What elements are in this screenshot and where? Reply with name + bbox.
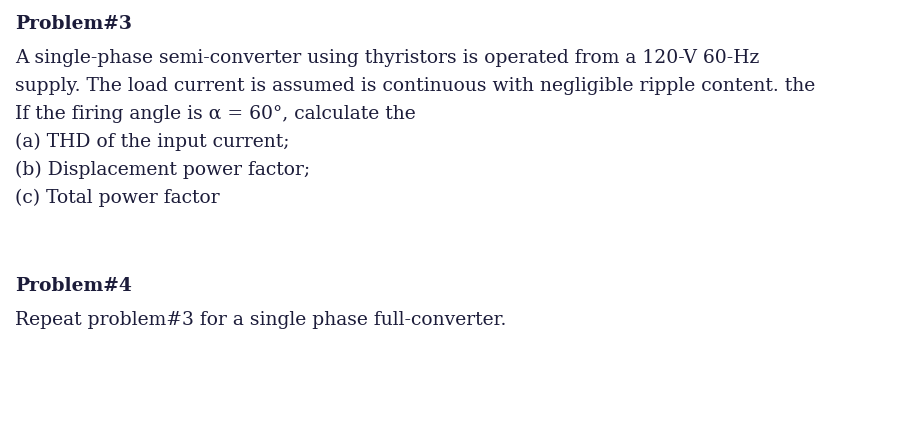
Text: supply. The load current is assumed is continuous with negligible ripple content: supply. The load current is assumed is c… [15, 77, 815, 95]
Text: A single-phase semi-converter using thyristors is operated from a 120-V 60-Hz: A single-phase semi-converter using thyr… [15, 49, 760, 67]
Text: Problem#4: Problem#4 [15, 277, 132, 295]
Text: Repeat problem#3 for a single phase full-converter.: Repeat problem#3 for a single phase full… [15, 311, 506, 329]
Text: (c) Total power factor: (c) Total power factor [15, 189, 219, 207]
Text: If the firing angle is α = 60°, calculate the: If the firing angle is α = 60°, calculat… [15, 105, 416, 123]
Text: (a) THD of the input current;: (a) THD of the input current; [15, 133, 290, 151]
Text: (b) Displacement power factor;: (b) Displacement power factor; [15, 161, 310, 179]
Text: Problem#3: Problem#3 [15, 15, 132, 33]
